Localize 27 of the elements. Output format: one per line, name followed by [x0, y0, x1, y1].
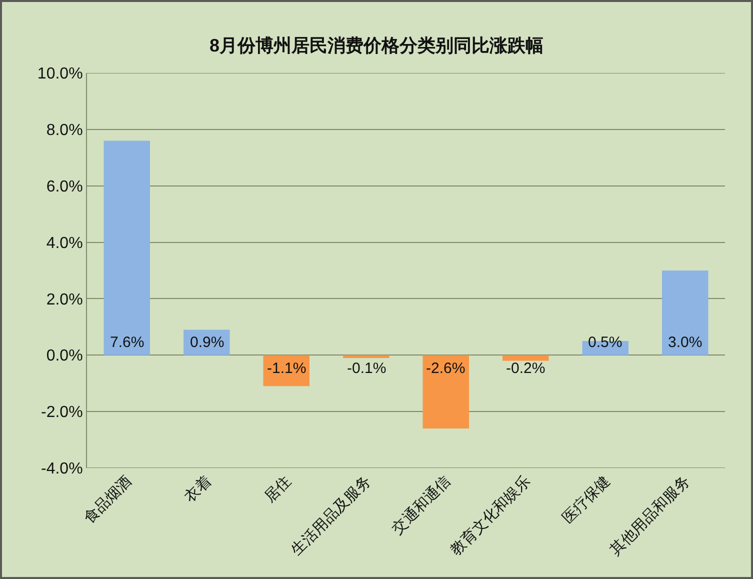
- x-tick-label: 居住: [261, 472, 295, 506]
- data-label: 7.6%: [110, 334, 144, 351]
- y-tick-label: 2.0%: [46, 291, 83, 308]
- x-tick-label: 食品烟酒: [80, 472, 136, 528]
- bar: [104, 140, 150, 356]
- y-tick-label: 0.0%: [46, 348, 83, 365]
- y-tick-label: -4.0%: [41, 460, 83, 478]
- x-tick-label: 医疗保健: [559, 472, 614, 528]
- data-label: -0.2%: [506, 360, 546, 377]
- data-label: 0.5%: [588, 334, 622, 351]
- chart-title: 8月份博州居民消费价格分类别同比涨跌幅: [209, 35, 544, 56]
- data-label: -0.1%: [347, 360, 386, 377]
- bar: [422, 355, 469, 428]
- bar: [662, 270, 708, 356]
- data-label: 3.0%: [668, 334, 702, 351]
- y-tick-label: 10.0%: [37, 66, 83, 83]
- y-tick-label: 6.0%: [46, 178, 83, 196]
- data-label: -2.6%: [426, 360, 466, 377]
- x-tick-label: 衣着: [182, 472, 215, 506]
- y-tick-label: 8.0%: [46, 122, 83, 140]
- bar: [502, 355, 549, 361]
- x-tick-label: 交通和通信: [388, 472, 454, 538]
- y-tick-label: -2.0%: [41, 404, 83, 422]
- data-label: -1.1%: [267, 360, 306, 377]
- y-tick-label: 4.0%: [46, 234, 83, 252]
- bar: [343, 355, 390, 358]
- data-label: 0.9%: [190, 334, 224, 351]
